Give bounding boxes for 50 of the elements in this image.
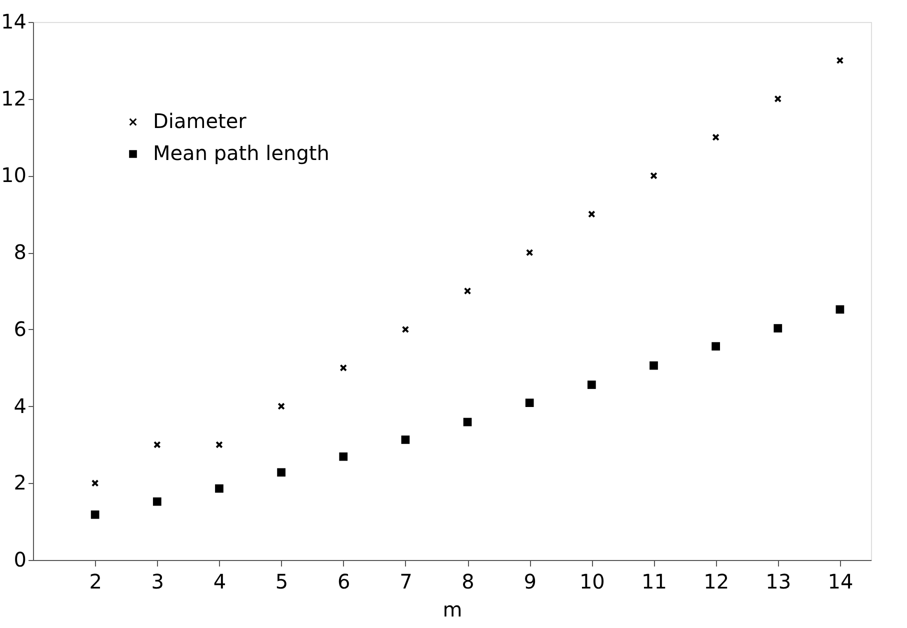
point: [277, 468, 286, 477]
legend-label: Mean path length: [153, 141, 330, 165]
y-tick-label: 8: [14, 240, 26, 264]
point: [154, 441, 161, 448]
point: [712, 134, 720, 141]
point: [774, 95, 782, 103]
point: [278, 402, 285, 410]
x-tick-label: 8: [462, 570, 474, 594]
point: [215, 484, 224, 493]
x-tick-label: 2: [89, 570, 102, 594]
point: [91, 479, 99, 487]
point: [401, 436, 410, 444]
x-tick-label: 7: [400, 570, 412, 594]
y-tick-label: 0: [14, 548, 26, 572]
point: [712, 342, 720, 351]
point: [836, 56, 844, 64]
y-tick-label: 6: [14, 316, 26, 341]
x-tick-label: 5: [275, 570, 288, 594]
point: [464, 287, 472, 295]
x-tick-label: 6: [338, 570, 350, 594]
point: [526, 248, 534, 256]
point: [525, 398, 534, 408]
x-tick-label: 14: [828, 570, 854, 594]
point: [402, 326, 410, 334]
point: [340, 364, 348, 372]
point: [90, 510, 100, 519]
x-tick-label: 11: [642, 570, 667, 594]
y-tick-label: 10: [1, 163, 26, 188]
x-tick-label: 9: [524, 570, 536, 594]
point: [836, 305, 844, 314]
point: [650, 361, 658, 370]
point: [650, 172, 658, 180]
y-tick-label: 2: [14, 470, 26, 495]
x-tick-label: 3: [151, 570, 164, 594]
y-tick-label: 4: [14, 394, 26, 418]
legend-label: Diameter: [153, 109, 248, 133]
point: [463, 418, 472, 426]
x-tick-label: 10: [579, 570, 605, 594]
x-axis-title: m: [442, 598, 462, 622]
point: [152, 497, 162, 506]
point: [588, 210, 596, 218]
point: [774, 324, 782, 332]
y-tick-label: 14: [1, 10, 26, 34]
x-tick-label: 4: [213, 570, 226, 594]
x-tick-label: 12: [704, 570, 730, 594]
y-tick-label: 12: [1, 86, 26, 110]
point: [339, 452, 348, 461]
point: [587, 380, 596, 389]
point: [216, 441, 223, 448]
x-tick-label: 13: [766, 570, 792, 594]
